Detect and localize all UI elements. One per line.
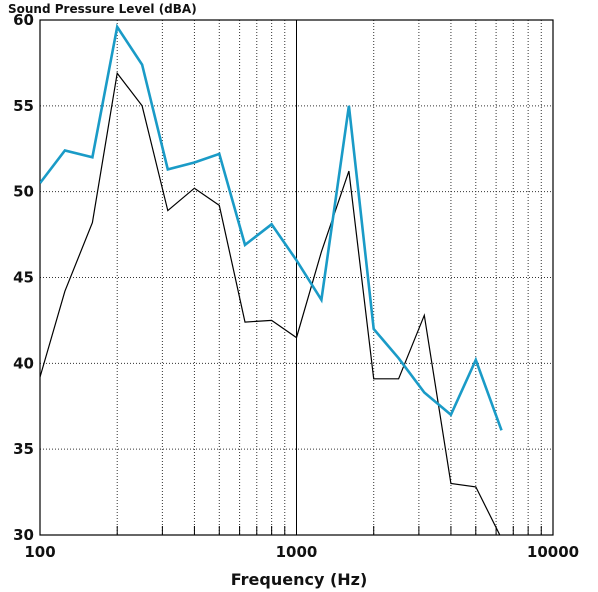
y-tick-label: 40 [13, 354, 34, 372]
x-tick-label: 100 [24, 543, 55, 561]
series-1-line [40, 23, 503, 431]
y-tick-label: 30 [13, 526, 34, 544]
y-tick-label: 35 [13, 440, 34, 458]
x-axis-title: Frequency (Hz) [230, 570, 368, 589]
series-2-line [40, 71, 501, 535]
plot-frame [39, 19, 554, 536]
y-tick-label: 60 [13, 11, 34, 29]
y-axis-title: Sound Pressure Level (dBA) [8, 2, 197, 16]
x-tick-label: 10000 [527, 543, 579, 561]
y-tick-label: 55 [13, 97, 34, 115]
y-tick-label: 45 [13, 269, 34, 287]
y-tick-label: 50 [13, 183, 34, 201]
x-tick-label: 1000 [276, 543, 318, 561]
